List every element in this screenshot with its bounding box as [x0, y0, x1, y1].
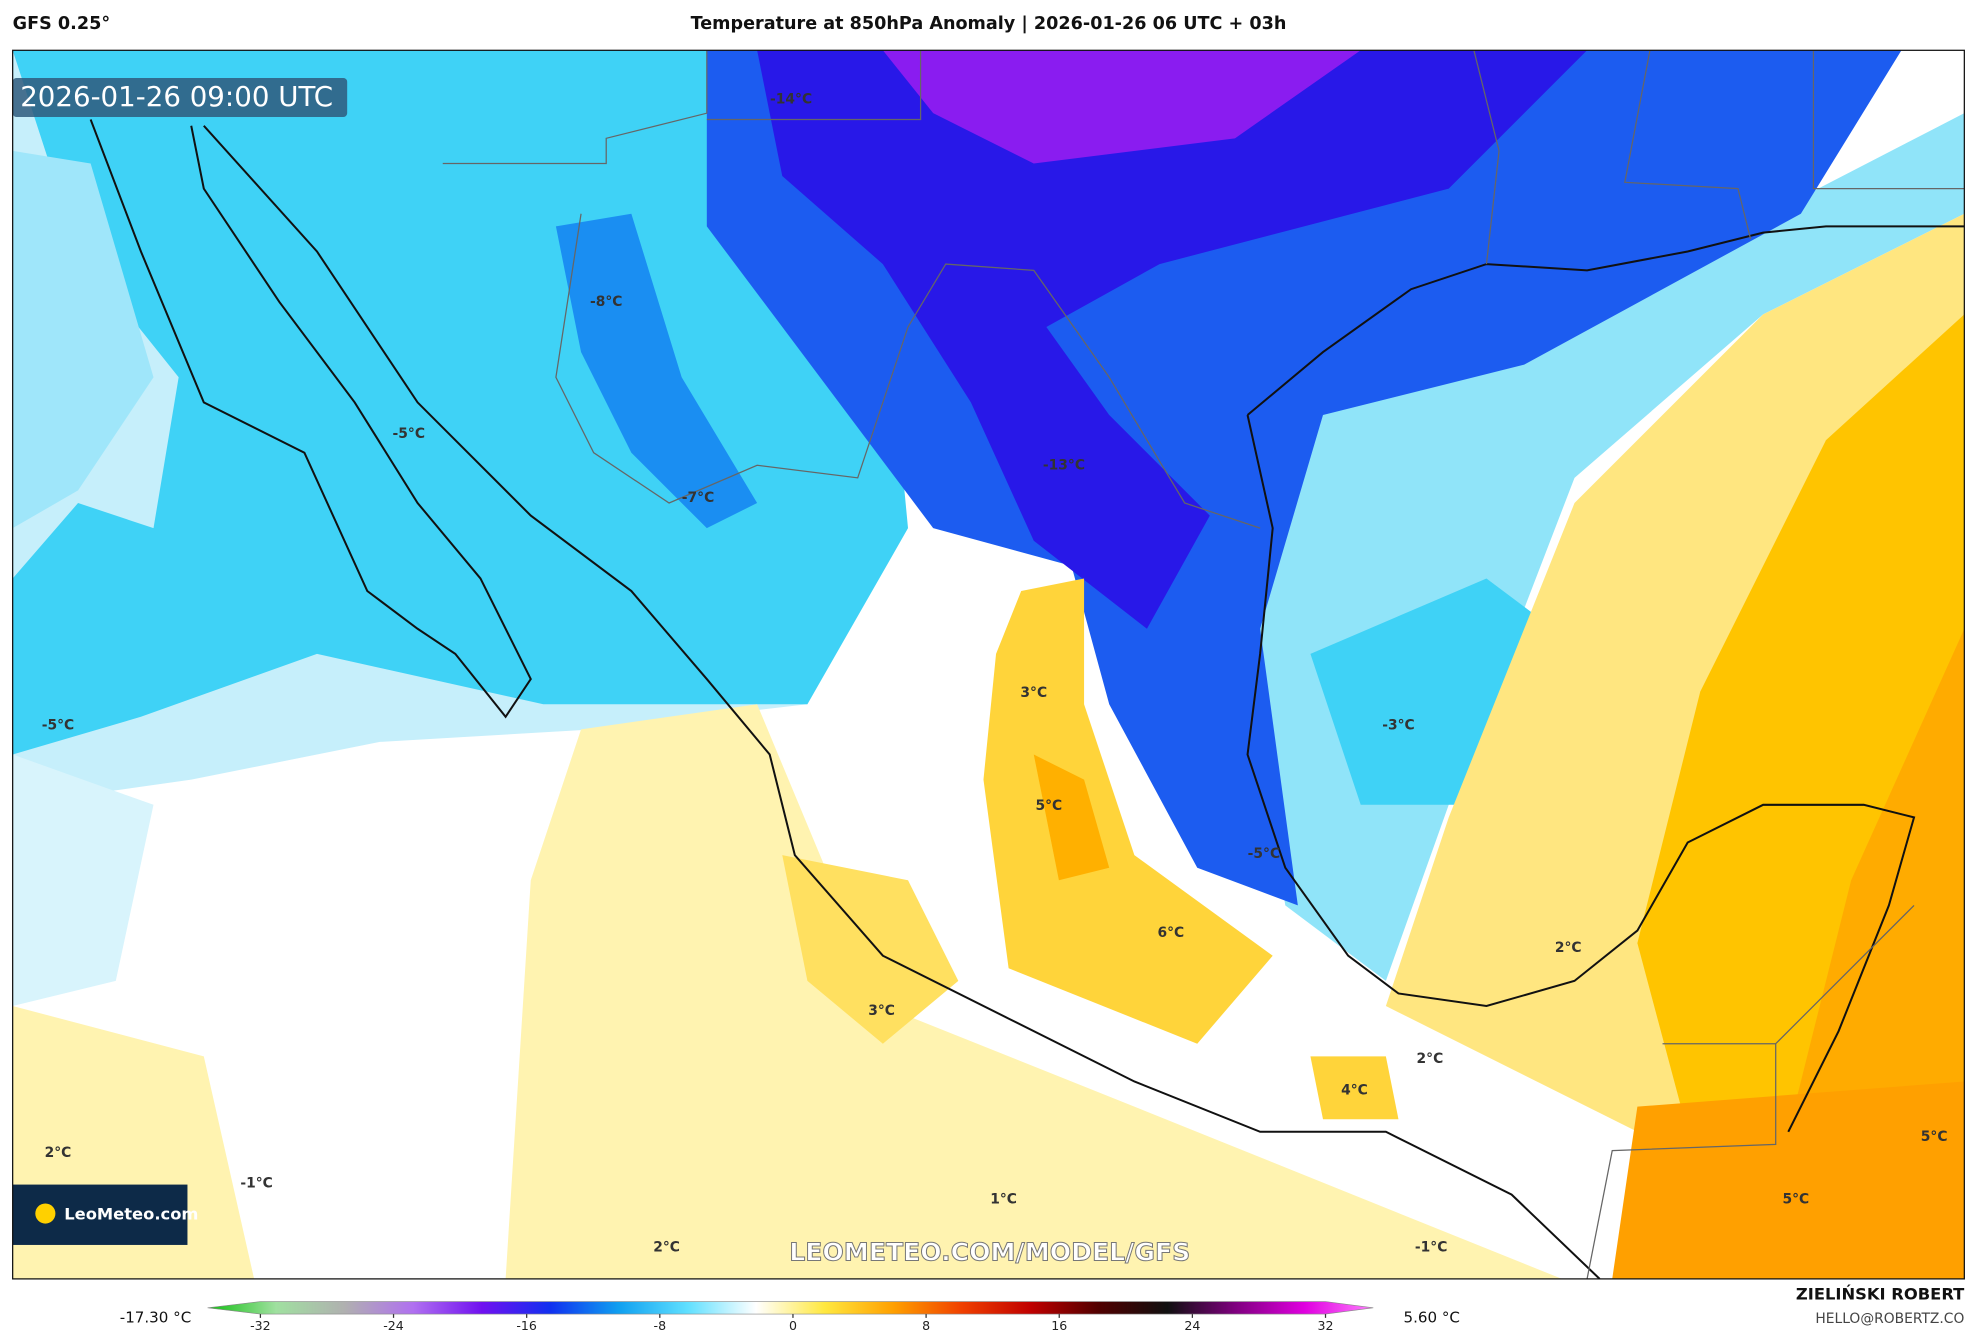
anomaly-area	[882, 50, 1361, 164]
colorbar-tick-label: -8	[654, 1318, 667, 1333]
anomaly-area	[757, 50, 1588, 629]
contour-label: 3°C	[868, 1003, 895, 1019]
watermark: LEOMETEO.COM/MODEL/GFS	[789, 1238, 1190, 1267]
contour-label: -8°C	[590, 294, 622, 310]
anomaly-area	[555, 213, 758, 529]
colorbar-tick-label: 24	[1184, 1318, 1200, 1333]
contour-label: 5°C	[1036, 798, 1063, 814]
colorbar-tick-label: 8	[922, 1318, 930, 1333]
gulf-coast-north	[1246, 225, 1965, 416]
logo-sun	[35, 1203, 56, 1224]
anomaly-area	[1033, 754, 1110, 881]
contour-label: -1°C	[240, 1175, 272, 1191]
colorbar-tick-label: -24	[383, 1318, 404, 1333]
colorbar: -32 -24 -16 -8 0 8 16 24 32	[207, 1301, 1374, 1333]
borders	[442, 50, 1965, 1279]
timestamp-box	[12, 77, 348, 117]
contour-label: -3°C	[1382, 718, 1414, 734]
contour-label: -13°C	[1043, 457, 1085, 473]
logo: LeoMeteo.com	[64, 1204, 198, 1223]
contour-label: -14°C	[770, 91, 812, 107]
anomaly-area	[1788, 628, 1965, 1233]
us-border	[442, 50, 922, 165]
contour-label: 5°C	[1921, 1129, 1948, 1145]
colorbar-min: -17.30 °C	[120, 1308, 191, 1326]
contour-label: -5°C	[1248, 846, 1280, 862]
colorbar-tick-label: 16	[1051, 1318, 1067, 1333]
anomaly-area	[12, 754, 154, 1007]
contour-label: 2°C	[45, 1145, 72, 1161]
contour-label: 6°C	[1157, 925, 1184, 941]
anomaly-area	[505, 704, 1562, 1279]
author: ZIELIŃSKI ROBERT	[1796, 1285, 1965, 1304]
pacific-coast	[203, 125, 1601, 1279]
contour-label: -5°C	[42, 718, 74, 734]
contour-label: 2°C	[1555, 940, 1582, 956]
anomaly-area	[983, 578, 1273, 1044]
timestamp: 2026-01-26 09:00 UTC	[20, 80, 333, 113]
state-border	[555, 213, 1261, 529]
email: HELLO@ROBERTZ.CO	[1815, 1311, 1964, 1327]
anomaly-area	[1310, 1056, 1399, 1120]
contour-labels: -14°C -8°C -5°C -7°C -13°C -5°C 3°C -3°C 5°C -5°C…	[42, 91, 1948, 1255]
colorbar-tick-label: -16	[516, 1318, 537, 1333]
contour-label: 3°C	[1020, 685, 1047, 701]
country-border	[1586, 904, 1915, 1279]
colorbar-tick-label: 0	[789, 1318, 797, 1333]
map-frame	[12, 49, 1965, 1280]
anomaly-area	[1612, 1081, 1965, 1279]
contour-label: 2°C	[1417, 1051, 1444, 1067]
contour-label: 2°C	[653, 1239, 680, 1255]
gulf-coast-south	[1246, 414, 1916, 1133]
colorbar-bar	[207, 1301, 1374, 1315]
colorbar-tick-label: -32	[250, 1318, 271, 1333]
state-border	[1473, 50, 1965, 265]
contour-label: 1°C	[990, 1192, 1017, 1208]
colorbar-tick-label: 32	[1318, 1318, 1334, 1333]
anomaly-area	[12, 50, 909, 755]
contour-label: -7°C	[682, 490, 714, 506]
map-field: -14°C -8°C -5°C -7°C -13°C -5°C 3°C -3°C 5°C -5°C…	[12, 50, 1965, 1279]
colorbar-max: 5.60 °C	[1403, 1308, 1459, 1326]
contour-label: 5°C	[1782, 1192, 1809, 1208]
baja-coast	[89, 119, 532, 719]
model-name: GFS 0.25°	[13, 14, 110, 34]
coastlines	[89, 119, 1965, 1279]
contour-label: 4°C	[1341, 1082, 1368, 1098]
map-title: Temperature at 850hPa Anomaly | 2026-01-…	[691, 14, 1287, 34]
contour-label: -5°C	[393, 426, 425, 442]
anomaly-area	[12, 150, 154, 529]
contour-label: -1°C	[1415, 1239, 1447, 1255]
